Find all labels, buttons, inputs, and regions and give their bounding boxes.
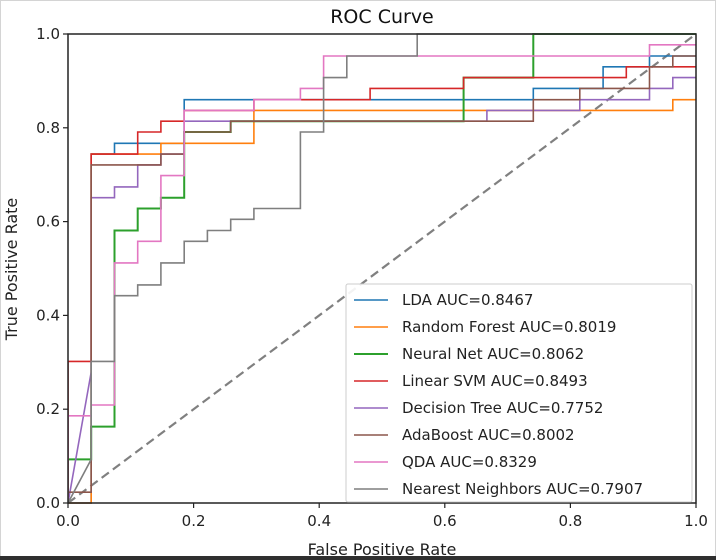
series-layer — [68, 33, 696, 504]
chart-title: ROC Curve — [330, 6, 434, 28]
legend-label: AdaBoost AUC=0.8002 — [402, 426, 575, 444]
y-tick-label: 0.8 — [36, 119, 60, 137]
legend: LDA AUC=0.8467 Random Forest AUC=0.8019 Ne… — [345, 283, 693, 503]
y-tick-label: 0.6 — [36, 213, 60, 231]
legend-label: Linear SVM AUC=0.8493 — [402, 372, 588, 390]
y-tick-label: 1.0 — [36, 25, 60, 43]
x-tick-label: 1.0 — [684, 512, 708, 530]
legend-label: Decision Tree AUC=0.7752 — [402, 399, 603, 417]
roc-series-5 — [68, 55, 696, 503]
roc-series-7 — [68, 33, 696, 504]
legend-label: Nearest Neighbors AUC=0.7907 — [402, 480, 643, 498]
axes-frame — [67, 33, 697, 504]
ticks-layer: 0.0 0.2 0.4 0.6 0.8 1.0 0.0 0.2 0.4 0.6 0.8 1.0 — [36, 25, 708, 530]
x-tick-label: 0.8 — [558, 512, 582, 530]
bottom-strip — [0, 556, 716, 560]
y-tick-label: 0.4 — [36, 306, 60, 324]
x-tick-label: 0.2 — [182, 512, 206, 530]
x-tick-label: 0.6 — [433, 512, 457, 530]
y-tick-label: 0.0 — [36, 494, 60, 512]
legend-label: QDA AUC=0.8329 — [402, 453, 537, 471]
legend-label: LDA AUC=0.8467 — [402, 291, 533, 309]
x-tick-label: 0.0 — [56, 512, 80, 530]
legend-label: Random Forest AUC=0.8019 — [402, 318, 616, 336]
x-tick-label: 0.4 — [307, 512, 331, 530]
roc-series-6 — [68, 43, 696, 503]
chance-line — [68, 33, 696, 504]
x-axis-label: False Positive Rate — [308, 540, 457, 559]
legend-label: Neural Net AUC=0.8062 — [402, 345, 584, 363]
y-axis-label: True Positive Rate — [2, 198, 21, 342]
legend-box — [345, 283, 693, 503]
y-tick-label: 0.2 — [36, 400, 60, 418]
